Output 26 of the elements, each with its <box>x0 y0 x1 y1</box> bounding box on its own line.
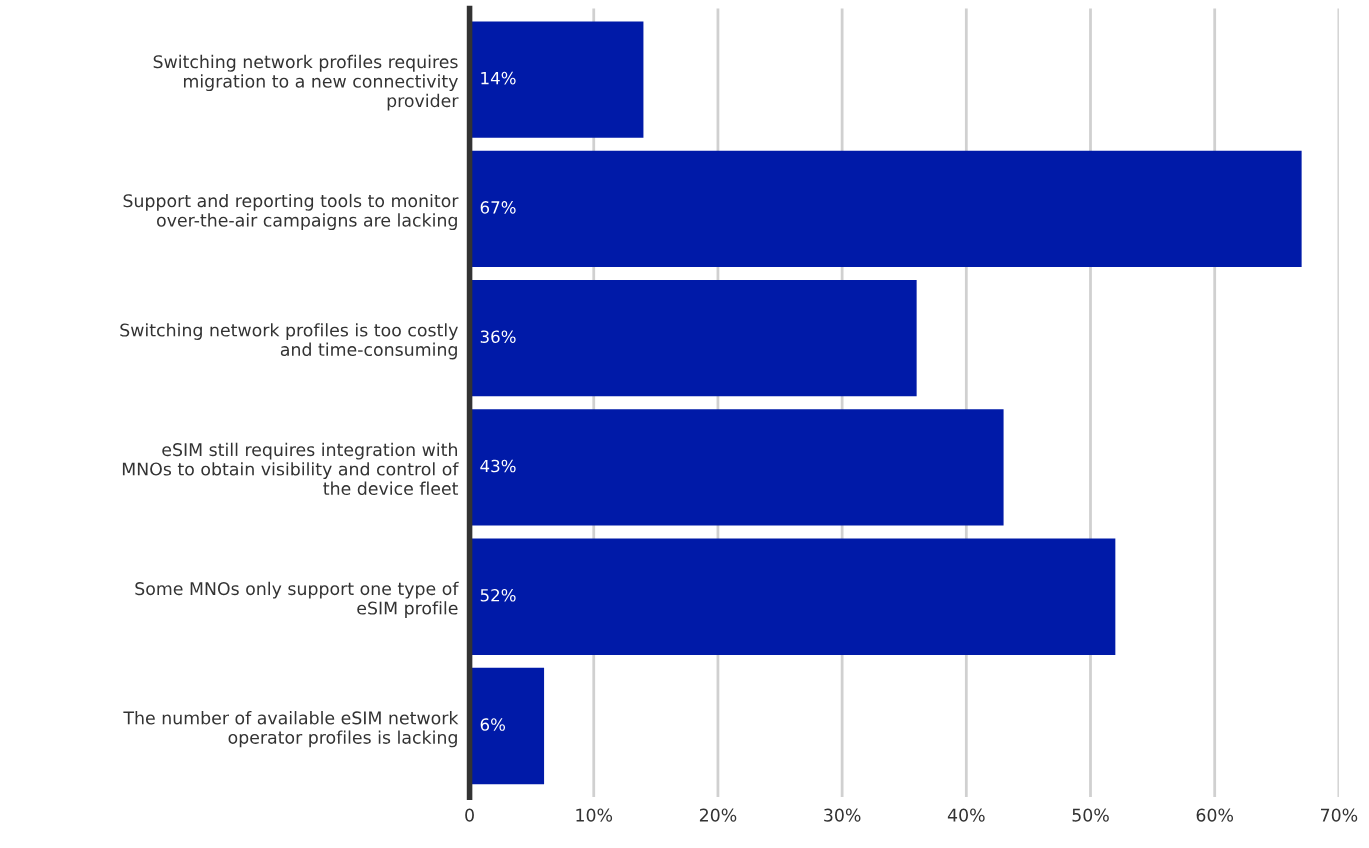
y-tick-label: eSIM still requires integration with MNOs to obtain visibility and control of the device fleet <box>122 442 459 496</box>
data-label: 52% <box>480 588 516 602</box>
x-tick-label: 0 <box>465 808 474 822</box>
bar <box>469 21 644 138</box>
data-label: 6% <box>480 718 506 731</box>
bar <box>469 667 545 785</box>
y-tick-label: The number of available eSIM network operator profiles is lacking <box>123 711 459 748</box>
y-tick-label: Switching network profiles is too costly and time-consuming <box>120 323 458 360</box>
y-tick-label: Some MNOs only support one type of eSIM profile <box>135 581 459 618</box>
x-tick-label: 10% <box>576 808 613 822</box>
y-tick-label: Support and reporting tools to monitor over-the-air campaigns are lacking <box>123 193 459 231</box>
data-label: 43% <box>480 459 516 473</box>
bar <box>469 150 1302 268</box>
x-tick-label: 50% <box>1072 808 1109 822</box>
data-label: 36% <box>480 330 516 343</box>
data-label: 14% <box>481 71 516 85</box>
x-tick-label: 30% <box>824 808 861 822</box>
x-tick-label: 60% <box>1196 808 1234 822</box>
bar <box>469 409 1004 526</box>
x-tick-label: 20% <box>699 808 737 822</box>
bar <box>469 538 1116 655</box>
bar <box>469 279 917 397</box>
data-label: 67% <box>480 201 516 214</box>
x-tick-label: 40% <box>947 808 985 822</box>
x-tick-label: 70% <box>1321 808 1358 822</box>
y-tick-label: Switching network profiles requires migration to a new connectivity provider <box>153 54 459 111</box>
